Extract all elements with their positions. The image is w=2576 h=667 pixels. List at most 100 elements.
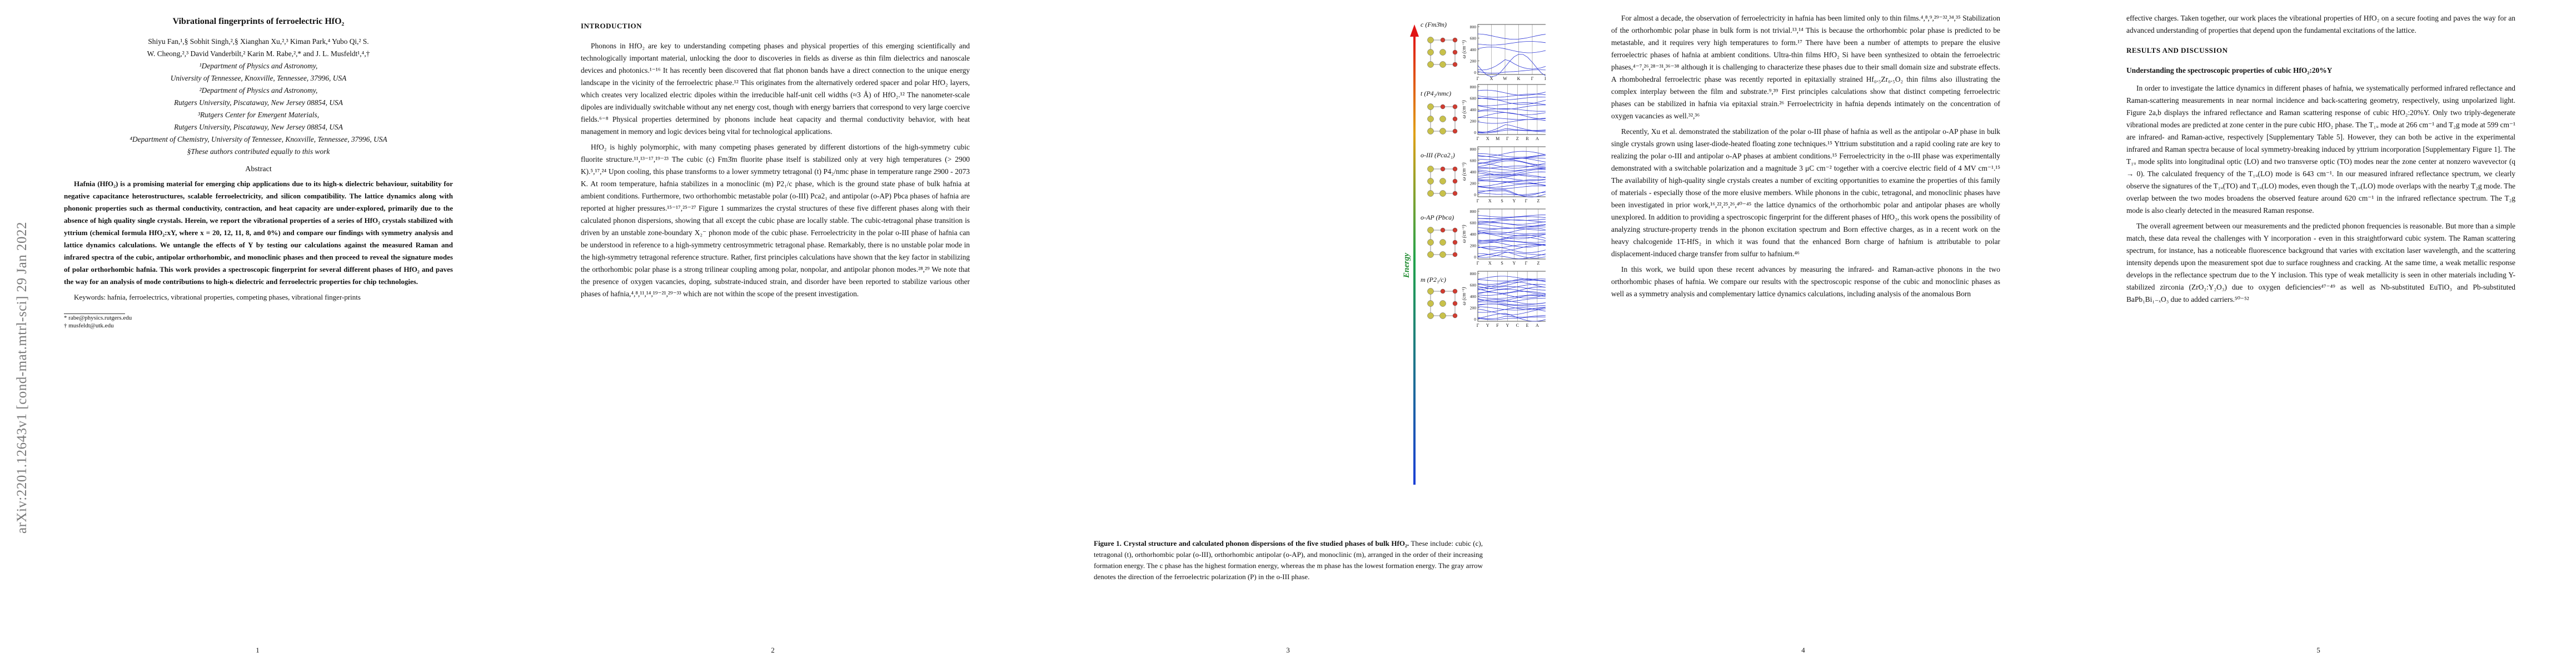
affiliation-line: ¹Department of Physics and Astronomy, xyxy=(199,62,318,70)
crystal-structure xyxy=(1427,166,1458,197)
phonon-band xyxy=(1477,33,1546,40)
y-tick-label: 800 xyxy=(1470,84,1477,89)
phonon-band xyxy=(1477,153,1546,158)
phonon-band xyxy=(1477,220,1546,223)
phonon-band xyxy=(1478,233,1546,240)
oxygen-atom xyxy=(1452,252,1458,257)
affiliation-line: ⁴Department of Chemistry, University of … xyxy=(129,135,387,143)
phonon-band xyxy=(1477,54,1546,77)
page-4: For almost a decade, the observation of … xyxy=(1546,0,2061,667)
page-number: 5 xyxy=(2316,646,2320,654)
energy-arrow-shaft xyxy=(1413,34,1416,485)
footnote: † musfeldt@utk.edu xyxy=(64,322,114,329)
x-tick-label: A xyxy=(1536,136,1539,141)
hafnium-atom xyxy=(1427,128,1434,135)
oxygen-atom xyxy=(1452,128,1458,134)
phonon-band xyxy=(1477,192,1546,195)
page-5: effective charges. Taken together, our w… xyxy=(2061,0,2576,667)
oxygen-atom xyxy=(1452,191,1458,196)
oxygen-atom xyxy=(1440,166,1446,172)
hafnium-atom xyxy=(1427,116,1434,122)
oxygen-atom xyxy=(1452,313,1458,318)
hafnium-atom xyxy=(1427,251,1434,258)
phase-label: t (P4₂/nmc) xyxy=(1421,89,1451,97)
phonon-band xyxy=(1477,169,1546,176)
phonon-band xyxy=(1477,241,1546,245)
phonon-band xyxy=(1477,295,1546,299)
y-tick-label: 0 xyxy=(1474,192,1476,197)
y-tick-label: 800 xyxy=(1470,24,1477,29)
x-tick-label: Z xyxy=(1516,136,1519,141)
x-tick-label: Γ xyxy=(1477,323,1479,328)
y-tick-label: 400 xyxy=(1470,107,1477,112)
hafnium-atom xyxy=(1427,49,1434,56)
phonon-band xyxy=(1477,185,1546,189)
phonon-band xyxy=(1477,93,1546,98)
x-tick-label: F xyxy=(1496,323,1499,328)
phase-label: c (Fm3̄m) xyxy=(1421,21,1447,28)
section-heading-results: RESULTS AND DISCUSSION xyxy=(2126,46,2228,54)
phonon-band xyxy=(1477,190,1546,196)
phonon-band xyxy=(1477,245,1546,251)
y-tick-label: 600 xyxy=(1470,158,1477,163)
y-tick-label: 800 xyxy=(1470,271,1477,276)
phonon-band xyxy=(1477,276,1546,281)
oxygen-atom xyxy=(1452,62,1458,67)
y-tick-label: 0 xyxy=(1474,70,1476,75)
x-tick-label: L xyxy=(1544,76,1546,81)
energy-arrow-head xyxy=(1410,24,1419,37)
affiliations: ¹Department of Physics and Astronomy, Un… xyxy=(64,60,453,158)
phase-label: o-III (Pca2₁) xyxy=(1421,151,1455,159)
x-tick-label: Γ xyxy=(1525,198,1528,203)
phonon-band xyxy=(1477,306,1546,311)
phonon-band xyxy=(1477,226,1546,229)
y-tick-label: 200 xyxy=(1470,59,1477,64)
phonon-band xyxy=(1477,180,1546,184)
phonon-band xyxy=(1477,291,1546,296)
phonon-band xyxy=(1477,228,1546,235)
x-tick-label: Z xyxy=(1537,261,1539,266)
page-2: INTRODUCTION Phonons in HfO₂ are key to … xyxy=(515,0,1030,667)
y-tick-label: 400 xyxy=(1470,294,1477,299)
y-tick-label: 200 xyxy=(1470,181,1477,186)
oxygen-atom xyxy=(1452,104,1458,109)
page-1: arXiv:2201.12643v1 [cond-mat.mtrl-sci] 2… xyxy=(0,0,515,667)
phonon-band xyxy=(1477,278,1546,285)
phonon-band xyxy=(1477,286,1546,293)
phonon-band xyxy=(1477,112,1546,120)
x-tick-label: Y xyxy=(1506,323,1509,328)
crystal-structure xyxy=(1427,288,1458,319)
hafnium-atom xyxy=(1427,37,1434,43)
hafnium-atom xyxy=(1439,312,1446,319)
x-tick-label: Γ xyxy=(1531,76,1534,81)
y-axis-label: ω (cm⁻¹) xyxy=(1461,287,1467,305)
phonon-band xyxy=(1477,167,1546,171)
phonon-bands xyxy=(1477,151,1546,197)
hafnium-atom xyxy=(1439,190,1446,197)
y-tick-label: 400 xyxy=(1470,170,1477,175)
affiliation-line: Rutgers University, Piscataway, New Jers… xyxy=(174,98,343,107)
figure-caption: Figure 1. Crystal structure and calculat… xyxy=(1094,538,1483,583)
phonon-band xyxy=(1477,215,1546,218)
y-tick-label: 200 xyxy=(1470,306,1477,311)
x-tick-label: Γ xyxy=(1477,76,1479,81)
y-tick-label: 600 xyxy=(1470,36,1477,41)
x-tick-label: Γ xyxy=(1477,136,1479,141)
paragraph: In order to investigate the lattice dyna… xyxy=(2126,84,2515,215)
x-tick-label: X xyxy=(1488,261,1492,266)
page-number: 2 xyxy=(771,646,775,654)
oxygen-atom xyxy=(1440,37,1446,43)
phonon-band xyxy=(1477,158,1546,163)
phonon-band xyxy=(1477,155,1546,160)
affiliation-line: University of Tennessee, Knoxville, Tenn… xyxy=(170,74,347,82)
footnote: * rabe@physics.rutgers.edu xyxy=(64,315,132,321)
author-list: Shiyu Fan,¹,§ Sobhit Singh,²,§ Xianghan … xyxy=(64,36,453,60)
phonon-band xyxy=(1477,222,1546,227)
y-tick-label: 800 xyxy=(1470,209,1477,214)
oxygen-atom xyxy=(1452,37,1458,43)
dispersion-axes-frame xyxy=(1477,24,1546,75)
y-tick-label: 0 xyxy=(1474,130,1476,135)
page-3: Energy c (Fm3̄m) ω (cm⁻¹) 800 600 400 200 0 Γ X W K… xyxy=(1030,0,1546,667)
